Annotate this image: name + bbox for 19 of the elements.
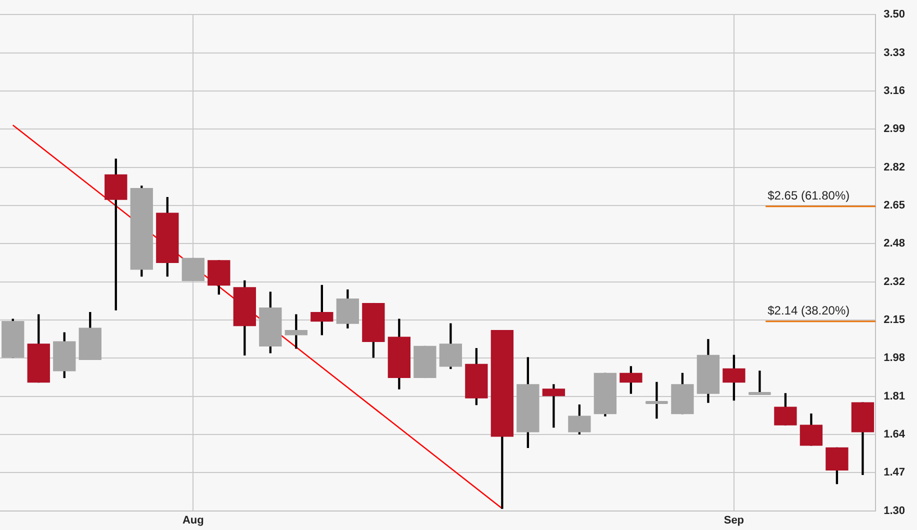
y-tick-label: 2.15 [884, 314, 906, 326]
y-tick-label: 3.16 [884, 84, 906, 97]
y-tick-label: 2.32 [884, 276, 906, 288]
y-tick-label: 1.30 [884, 504, 906, 517]
ref-line-label: $2.65 (61.80%) [768, 188, 850, 203]
y-tick-label: 1.64 [884, 428, 906, 440]
y-tick-label: 3.50 [884, 8, 906, 21]
y-tick-label: 2.82 [884, 161, 906, 174]
y-tick-label: 2.65 [884, 199, 906, 212]
y-tick-label: 2.48 [884, 238, 906, 250]
y-tick-label: 2.99 [884, 123, 906, 136]
y-tick-label: 3.33 [884, 46, 906, 59]
candlestick [542, 384, 566, 428]
x-tick-label: Aug [182, 514, 204, 526]
x-tick-label: Sep [724, 514, 744, 526]
ref-line-label: $2.14 (38.20%) [768, 304, 850, 318]
y-tick-label: 1.81 [884, 390, 906, 402]
y-tick-label: 1.98 [884, 352, 906, 364]
y-tick-label: 1.47 [884, 466, 906, 479]
